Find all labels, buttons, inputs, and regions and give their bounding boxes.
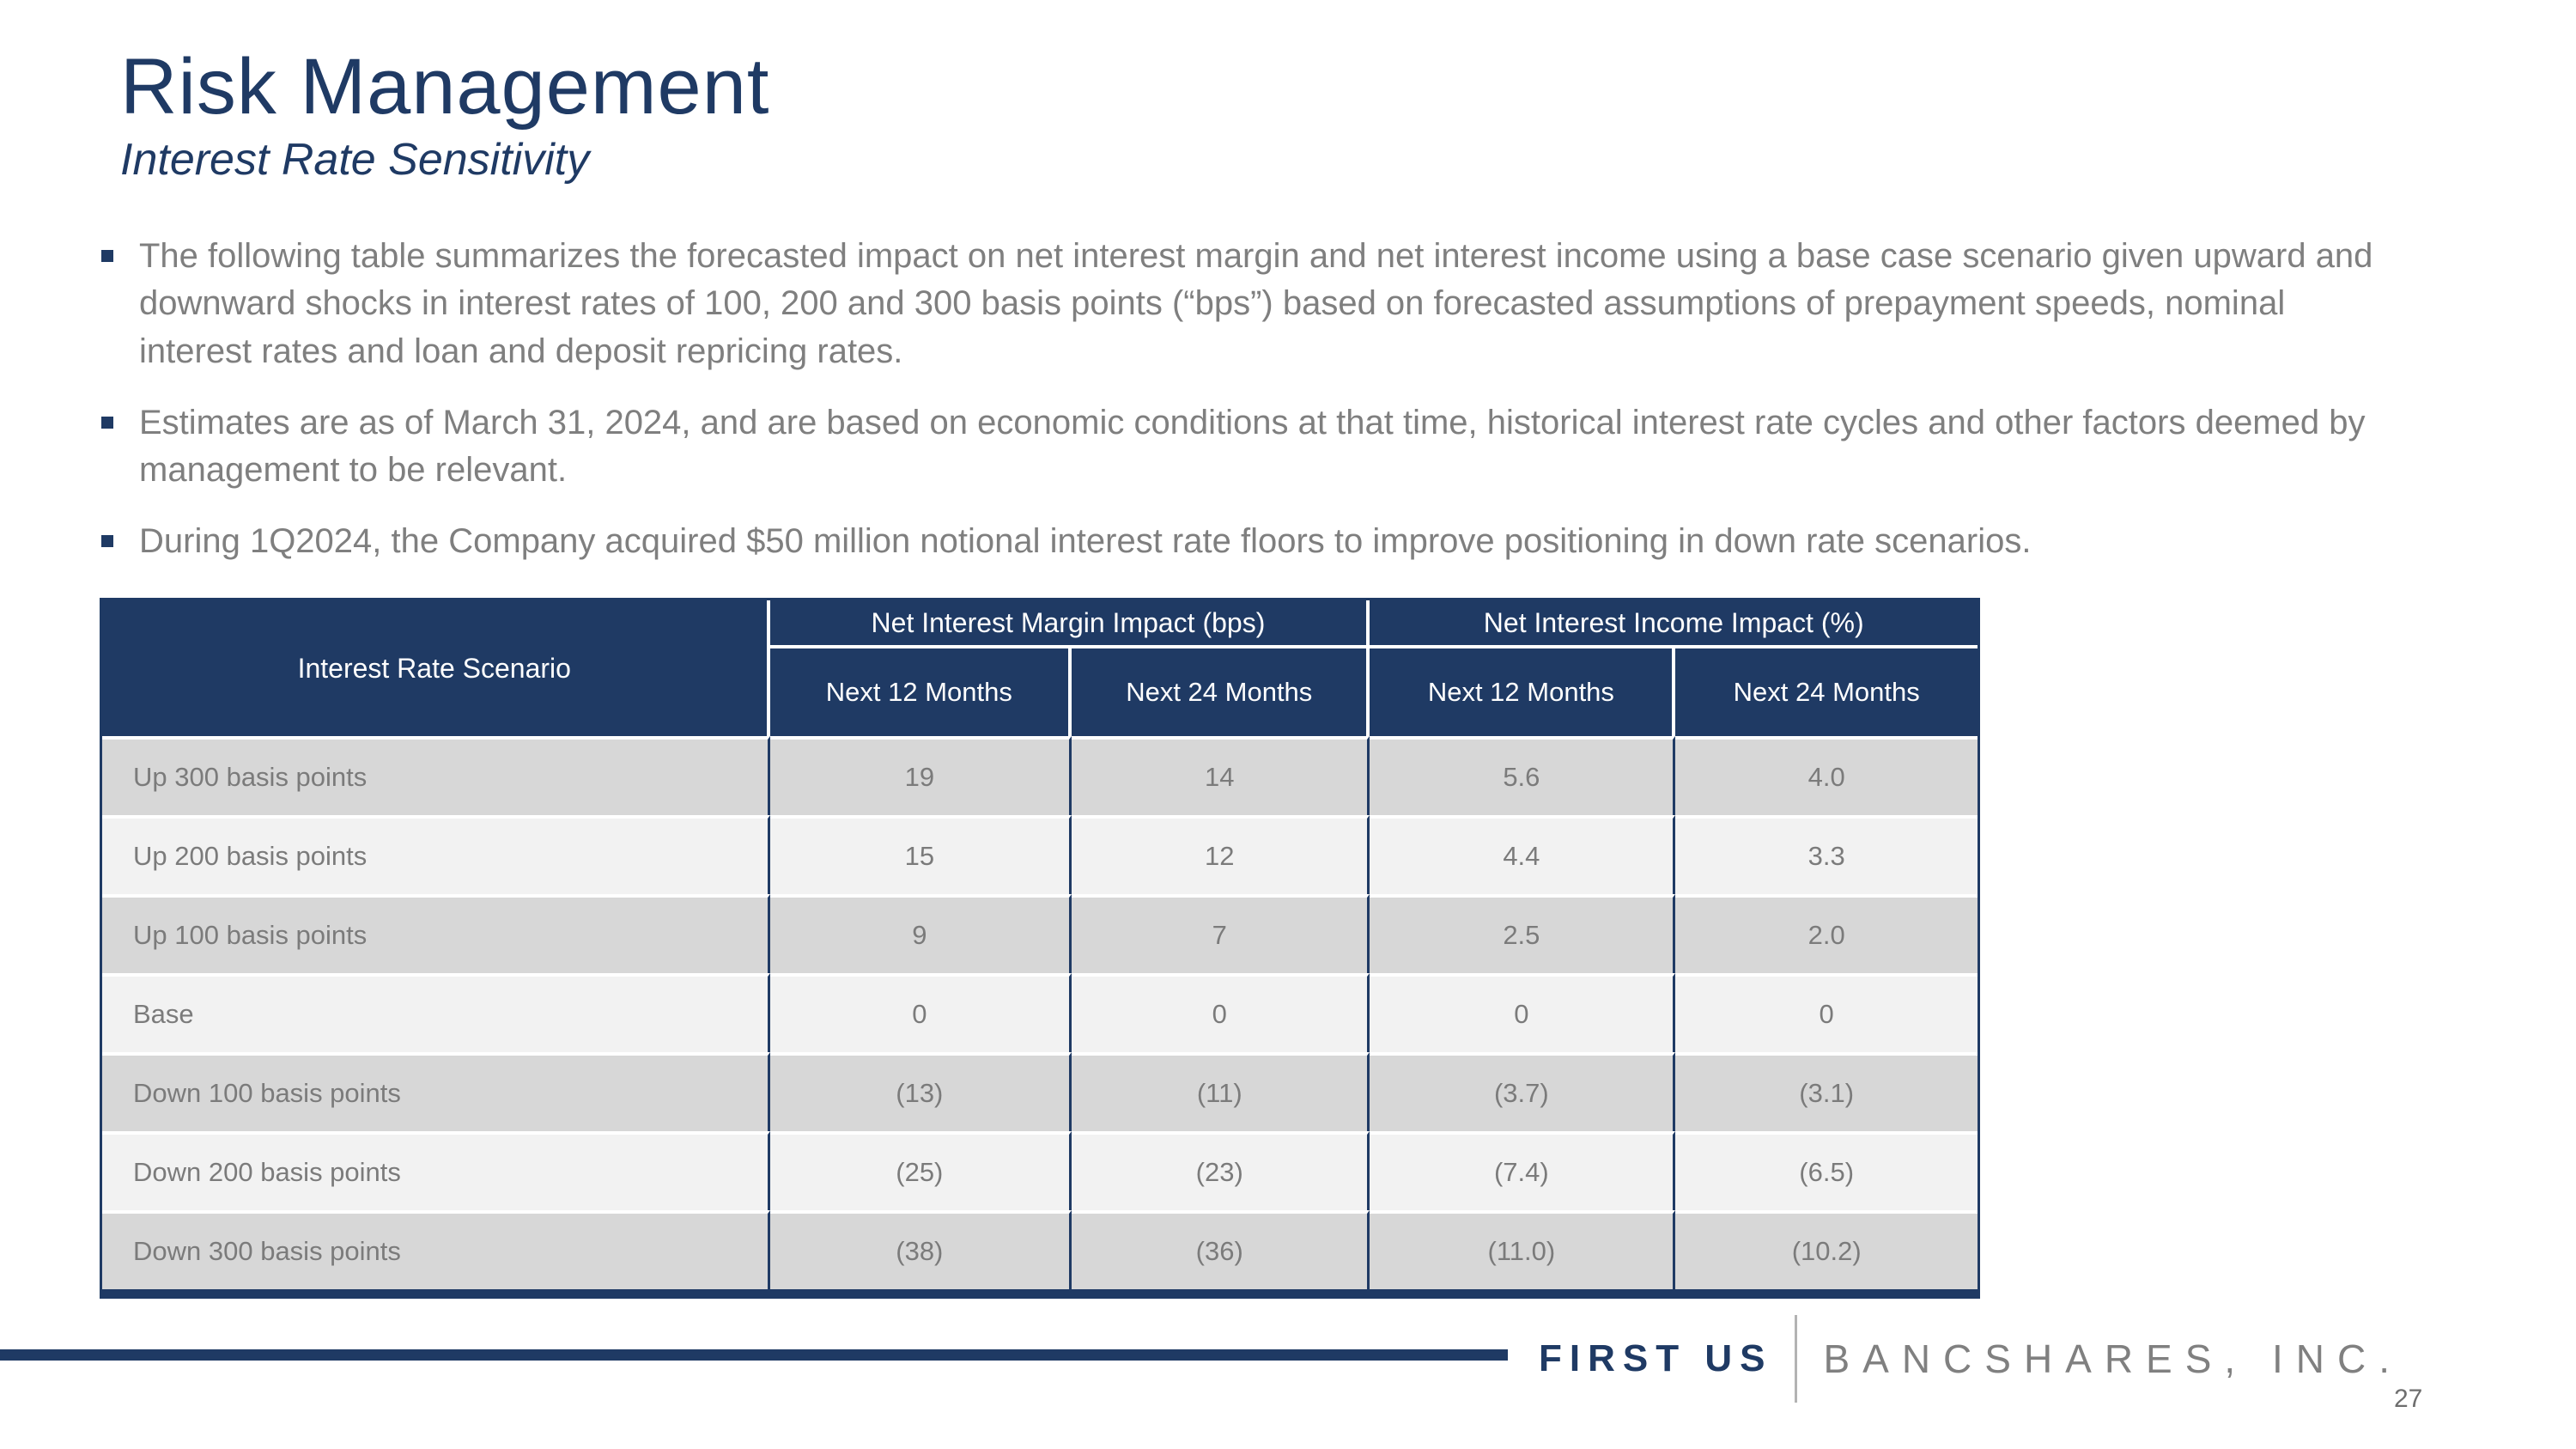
value-cell: 14 — [1072, 736, 1370, 816]
nim-impact-group-header: Net Interest Margin Impact (bps) — [769, 600, 1370, 646]
rate-sensitivity-table: Interest Rate Scenario Net Interest Marg… — [100, 598, 1980, 1300]
bullet-square-icon — [101, 535, 113, 548]
table-subheader-row: Next 12 Months Next 24 Months Next 12 Mo… — [102, 645, 1978, 737]
value-cell: (3.1) — [1675, 1052, 1978, 1132]
value-cell: 4.4 — [1370, 815, 1676, 895]
value-cell: 2.5 — [1370, 894, 1676, 974]
subheader-cell: Next 12 Months — [769, 645, 1072, 737]
table-row: Down 200 basis points (25) (23) (7.4) (6… — [102, 1131, 1978, 1211]
bullet-item: During 1Q2024, the Company acquired $50 … — [101, 518, 2385, 565]
table-row: Up 200 basis points 15 12 4.4 3.3 — [102, 815, 1978, 895]
scenario-cell: Base — [102, 973, 770, 1053]
value-cell: (11) — [1072, 1052, 1370, 1132]
value-cell: 15 — [769, 815, 1072, 895]
value-cell: (11.0) — [1370, 1210, 1676, 1290]
bullet-list: The following table summarizes the forec… — [101, 233, 2385, 565]
nii-impact-group-header: Net Interest Income Impact (%) — [1370, 600, 1978, 646]
brand-first-us: FIRST US — [1539, 1337, 1773, 1379]
page-subtitle: Interest Rate Sensitivity — [120, 135, 590, 186]
table-row: Base 0 0 0 0 — [102, 973, 1978, 1053]
table-row: Up 100 basis points 9 7 2.5 2.0 — [102, 894, 1978, 974]
subheader-cell: Next 12 Months — [1370, 645, 1676, 737]
brand-divider — [1795, 1315, 1798, 1403]
bullet-square-icon — [101, 416, 113, 429]
scenario-cell: Up 100 basis points — [102, 894, 770, 974]
value-cell: 0 — [769, 973, 1072, 1053]
value-cell: 2.0 — [1675, 894, 1978, 974]
table-group-header-row: Interest Rate Scenario Net Interest Marg… — [102, 600, 1978, 737]
company-logo: FIRST US BANCSHARES, INC. — [1539, 1314, 2403, 1403]
value-cell: 5.6 — [1370, 736, 1676, 816]
bullet-item: The following table summarizes the forec… — [101, 233, 2385, 375]
table-row: Up 300 basis points 19 14 5.6 4.0 — [102, 736, 1978, 816]
bullet-text: Estimates are as of March 31, 2024, and … — [139, 403, 2366, 489]
value-cell: 4.0 — [1675, 736, 1978, 816]
brand-bancshares: BANCSHARES, INC. — [1823, 1336, 2403, 1381]
bullet-item: Estimates are as of March 31, 2024, and … — [101, 399, 2385, 494]
scenario-column-header: Interest Rate Scenario — [102, 600, 770, 737]
value-cell: (7.4) — [1370, 1131, 1676, 1211]
subheader-cell: Next 24 Months — [1675, 645, 1978, 737]
bullet-square-icon — [101, 250, 113, 263]
value-cell: 12 — [1072, 815, 1370, 895]
value-cell: 0 — [1072, 973, 1370, 1053]
scenario-cell: Down 100 basis points — [102, 1052, 770, 1132]
value-cell: (38) — [769, 1210, 1072, 1290]
value-cell: (13) — [769, 1052, 1072, 1132]
table-row: Down 300 basis points (38) (36) (11.0) (… — [102, 1210, 1978, 1290]
subheader-cell: Next 24 Months — [1072, 645, 1370, 737]
value-cell: 3.3 — [1675, 815, 1978, 895]
bullet-text: The following table summarizes the forec… — [139, 237, 2373, 370]
page-title: Risk Management — [120, 43, 770, 131]
footer-accent-bar — [0, 1349, 1508, 1361]
page-number: 27 — [2394, 1385, 2423, 1413]
scenario-cell: Down 300 basis points — [102, 1210, 770, 1290]
value-cell: (25) — [769, 1131, 1072, 1211]
bullet-text: During 1Q2024, the Company acquired $50 … — [139, 522, 2032, 561]
value-cell: (23) — [1072, 1131, 1370, 1211]
value-cell: 9 — [769, 894, 1072, 974]
value-cell: (3.7) — [1370, 1052, 1676, 1132]
value-cell: 0 — [1675, 973, 1978, 1053]
table-row: Down 100 basis points (13) (11) (3.7) (3… — [102, 1052, 1978, 1132]
value-cell: (10.2) — [1675, 1210, 1978, 1290]
scenario-cell: Up 300 basis points — [102, 736, 770, 816]
value-cell: (6.5) — [1675, 1131, 1978, 1211]
value-cell: 0 — [1370, 973, 1676, 1053]
scenario-cell: Up 200 basis points — [102, 815, 770, 895]
value-cell: (36) — [1072, 1210, 1370, 1290]
scenario-cell: Down 200 basis points — [102, 1131, 770, 1211]
value-cell: 7 — [1072, 894, 1370, 974]
value-cell: 19 — [769, 736, 1072, 816]
